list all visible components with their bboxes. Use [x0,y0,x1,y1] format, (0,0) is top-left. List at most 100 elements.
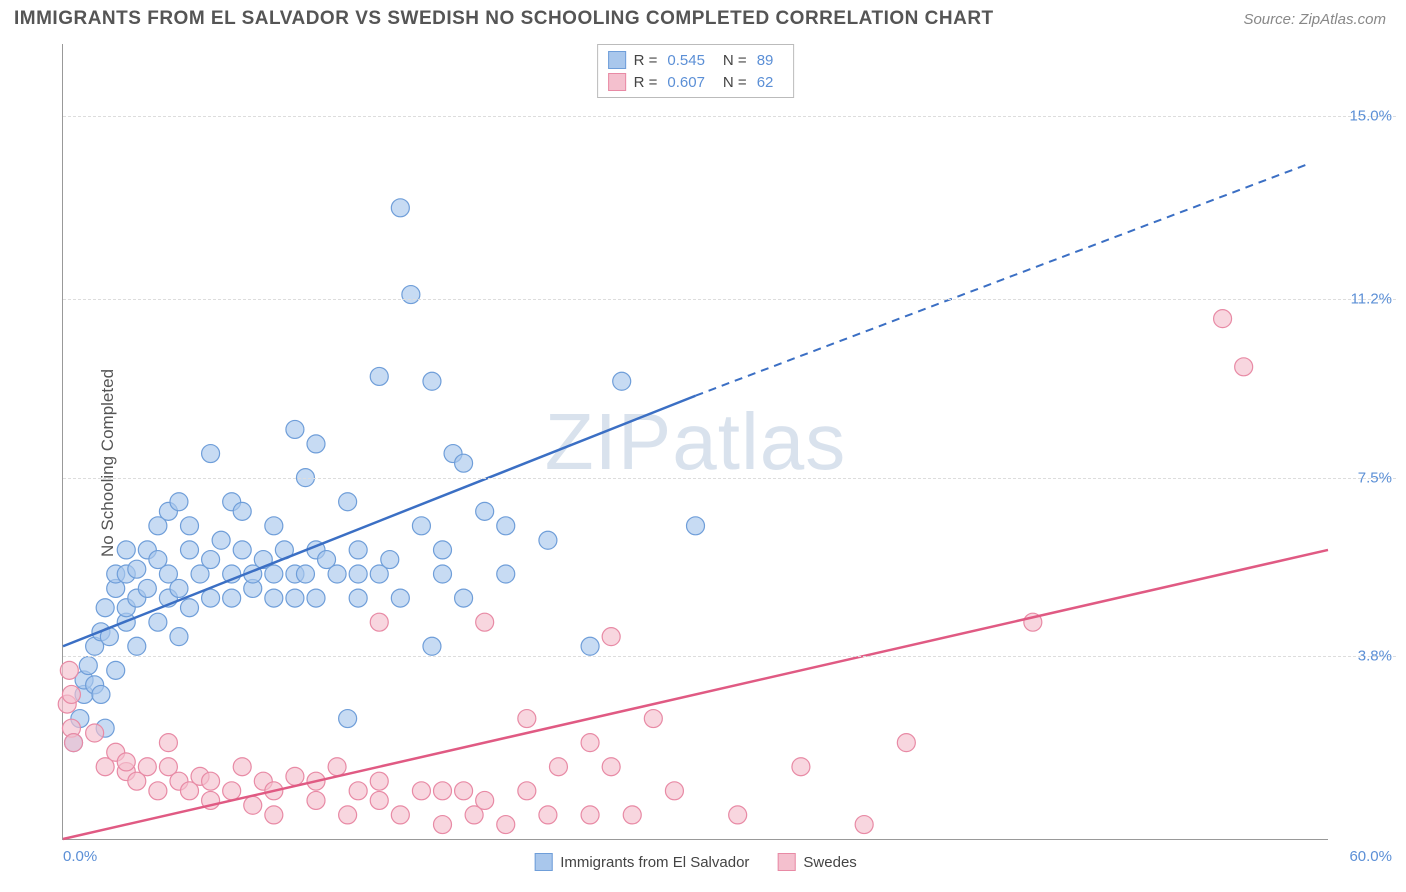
scatter-point [897,734,915,752]
x-tick-max: 60.0% [1349,848,1392,865]
scatter-point [581,637,599,655]
x-tick-min: 0.0% [63,848,97,865]
scatter-point [476,613,494,631]
scatter-point [518,782,536,800]
chart-title: IMMIGRANTS FROM EL SALVADOR VS SWEDISH N… [14,8,994,30]
scatter-point [170,628,188,646]
scatter-point [138,758,156,776]
scatter-point [181,599,199,617]
scatter-point [181,541,199,559]
scatter-point [349,565,367,583]
scatter-point [412,782,430,800]
scatter-point [233,502,251,520]
scatter-point [539,806,557,824]
scatter-point [149,613,167,631]
scatter-point [296,565,314,583]
legend-r-1: 0.607 [667,74,705,91]
scatter-point [96,599,114,617]
scatter-point [434,782,452,800]
scatter-point [549,758,567,776]
legend-series-label-1: Swedes [803,854,856,871]
legend-n-0: 89 [757,52,774,69]
scatter-point [391,806,409,824]
scatter-point [117,753,135,771]
scatter-point [170,579,188,597]
scatter-point [497,816,515,834]
scatter-point [286,589,304,607]
chart-source: Source: ZipAtlas.com [1243,11,1386,28]
legend-series-label-0: Immigrants from El Salvador [560,854,749,871]
legend-r-0: 0.545 [667,52,705,69]
scatter-point [286,420,304,438]
scatter-point [455,589,473,607]
legend-stats-row-0: R =0.545 N =89 [608,49,784,71]
legend-series-item-0: Immigrants from El Salvador [534,853,749,871]
plot-region: ZIPatlas R =0.545 N =89 R =0.607 N =62 0… [62,44,1328,840]
scatter-point [381,551,399,569]
scatter-point [665,782,683,800]
scatter-point [233,758,251,776]
y-tick-label: 3.8% [1358,647,1392,664]
scatter-point [476,791,494,809]
scatter-point [339,806,357,824]
scatter-point [62,685,80,703]
scatter-point [212,531,230,549]
scatter-point [60,661,78,679]
scatter-point [434,565,452,583]
scatter-point [202,589,220,607]
gridline [63,116,1396,117]
scatter-point [244,796,262,814]
scatter-point [349,782,367,800]
scatter-point [328,758,346,776]
scatter-point [86,724,104,742]
scatter-point [687,517,705,535]
scatter-point [370,772,388,790]
legend-n-1: 62 [757,74,774,91]
scatter-point [349,541,367,559]
scatter-point [391,589,409,607]
scatter-point [412,517,430,535]
trend-line-dashed [696,164,1307,395]
scatter-point [79,657,97,675]
y-tick-label: 7.5% [1358,469,1392,486]
scatter-point [455,782,473,800]
scatter-point [602,628,620,646]
legend-swatch-1 [608,73,626,91]
scatter-point [402,286,420,304]
scatter-point [434,816,452,834]
scatter-point [423,637,441,655]
chart-area: No Schooling Completed ZIPatlas R =0.545… [38,44,1396,882]
scatter-point [476,502,494,520]
scatter-point [539,531,557,549]
scatter-point [202,772,220,790]
scatter-point [349,589,367,607]
scatter-point [128,560,146,578]
scatter-point [149,782,167,800]
legend-stats: R =0.545 N =89 R =0.607 N =62 [597,44,795,98]
scatter-point [202,551,220,569]
scatter-point [307,435,325,453]
scatter-point [307,791,325,809]
y-tick-label: 15.0% [1349,108,1392,125]
legend-series-item-1: Swedes [777,853,856,871]
scatter-point [391,199,409,217]
legend-series: Immigrants from El Salvador Swedes [534,853,857,871]
scatter-point [138,579,156,597]
scatter-point [644,710,662,728]
scatter-point [792,758,810,776]
scatter-point [370,613,388,631]
scatter-point [65,734,83,752]
scatter-point [265,806,283,824]
scatter-point [423,372,441,390]
scatter-point [223,589,241,607]
scatter-point [339,493,357,511]
scatter-point [602,758,620,776]
scatter-point [370,367,388,385]
scatter-point [128,637,146,655]
scatter-point [729,806,747,824]
plot-svg [63,44,1328,839]
scatter-point [286,767,304,785]
legend-stats-row-1: R =0.607 N =62 [608,71,784,93]
scatter-point [265,589,283,607]
legend-swatch-b1 [777,853,795,871]
